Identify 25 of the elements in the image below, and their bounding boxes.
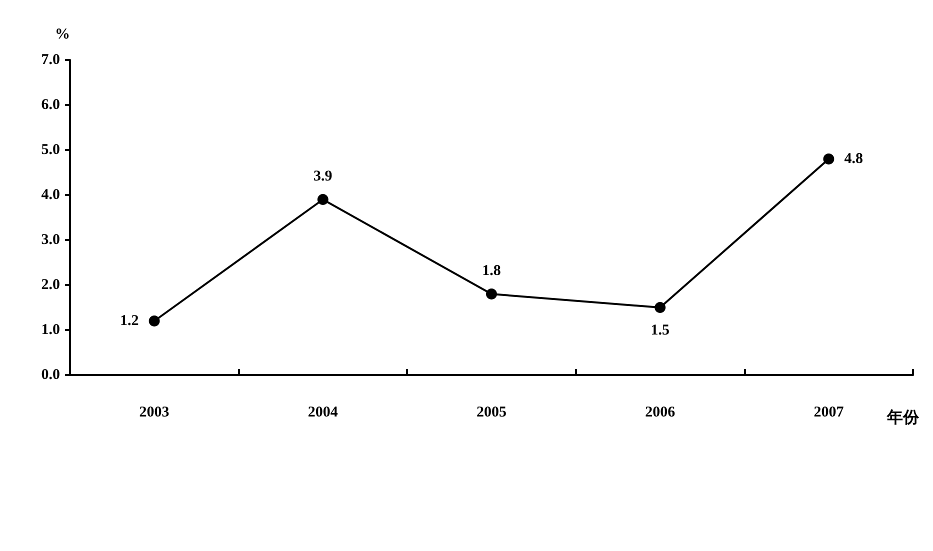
point xyxy=(486,288,497,300)
y-axis-title: % xyxy=(55,26,70,42)
y-tick-label: 1.0 xyxy=(41,322,60,338)
data-label: 1.5 xyxy=(650,322,670,338)
x-tick-label: 2004 xyxy=(308,404,338,420)
x-tick-label: 2005 xyxy=(476,404,506,420)
y-tick-label: 0.0 xyxy=(41,367,60,383)
x-axis-title: 年份 xyxy=(886,408,920,426)
data-label: 1.2 xyxy=(120,313,139,329)
point xyxy=(823,154,834,164)
point xyxy=(317,194,328,205)
data-label: 4.8 xyxy=(844,151,863,167)
point xyxy=(148,316,160,326)
y-tick-label: 6.0 xyxy=(41,97,60,113)
y-tick-label: 5.0 xyxy=(41,142,60,158)
y-tick-label: 7.0 xyxy=(41,52,60,68)
data-label: 1.8 xyxy=(482,263,501,279)
data-label: 3.9 xyxy=(314,168,332,184)
x-tick-label: 2003 xyxy=(139,404,170,420)
x-tick-label: 2007 xyxy=(814,404,844,420)
y-tick-label: 2.0 xyxy=(41,277,60,293)
y-tick-label: 4.0 xyxy=(41,187,60,203)
x-tick-label: 2006 xyxy=(645,404,676,420)
point xyxy=(654,302,666,313)
y-tick-label: 3.0 xyxy=(41,232,60,248)
